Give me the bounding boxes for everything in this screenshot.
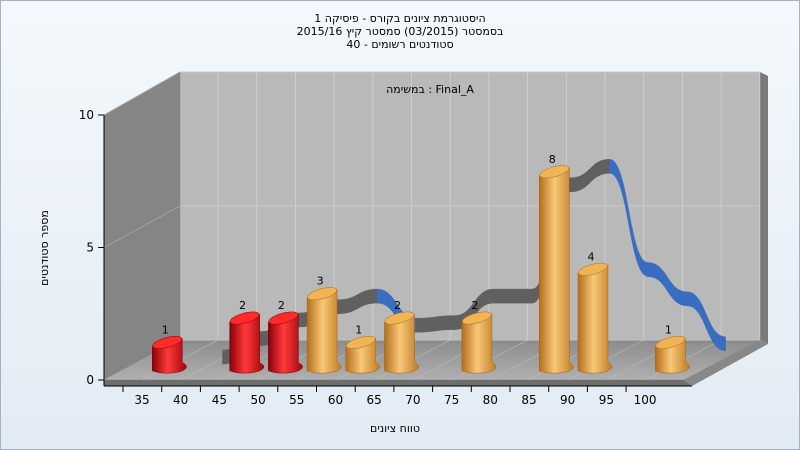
x-tick-label: 35	[134, 393, 149, 407]
data-label-100: 1	[665, 323, 672, 336]
data-label-45: 2	[239, 299, 246, 312]
chart-title-line-3: סטודנטים רשומים - 40	[346, 38, 453, 51]
y-tick-label: 0	[86, 373, 94, 387]
x-tick-label: 70	[405, 393, 420, 407]
x-tick-label: 95	[599, 393, 614, 407]
x-tick-label: 100	[634, 393, 657, 407]
x-tick-label: 45	[212, 393, 227, 407]
axes: 0 5 10 35 40 45 50 55 60 65 70 75 80 85 90 95 100	[79, 108, 692, 407]
y-axis-label: מספר סטודנטים	[38, 210, 51, 286]
data-label-35: 1	[162, 323, 169, 336]
bar-90	[577, 262, 613, 374]
x-axis-label: טווח ציונים	[370, 422, 420, 435]
y-tick-label: 5	[86, 241, 94, 255]
data-label-90: 4	[587, 250, 594, 263]
x-tick-label: 55	[289, 393, 304, 407]
data-labels: 1 2 2 3 1 2 2 8 4 1	[162, 153, 672, 337]
x-tick-label: 75	[444, 393, 459, 407]
bar-60	[345, 335, 381, 374]
data-label-60: 1	[355, 323, 362, 336]
x-tick-label: 40	[173, 393, 188, 407]
task-annotation: במשימה : Final_A	[386, 83, 474, 96]
bar-55	[306, 287, 342, 374]
x-tick-label: 65	[367, 393, 382, 407]
y-tick-label: 10	[79, 108, 94, 122]
bar-50	[268, 311, 303, 374]
data-label-85: 8	[549, 153, 556, 166]
x-tick-label: 50	[250, 393, 265, 407]
data-label-50: 2	[278, 299, 285, 312]
curve-segment	[415, 315, 455, 333]
x-tick-label: 80	[483, 393, 498, 407]
data-label-55: 3	[317, 275, 324, 288]
bar-35	[152, 335, 187, 374]
chart-title-line-1: היסטוגרמת ציונים בקורס - פיסיקה 1	[314, 12, 485, 25]
x-tick-label: 60	[328, 393, 343, 407]
bar-100	[655, 335, 690, 374]
right-edge	[760, 72, 768, 344]
x-tick-label: 85	[521, 393, 536, 407]
x-tick-label: 90	[560, 393, 575, 407]
bar-85	[539, 165, 574, 374]
floor-right-edge	[684, 340, 768, 386]
bar-45	[229, 311, 265, 374]
data-label-75: 2	[471, 299, 478, 312]
floor-front-edge	[104, 380, 692, 386]
curve-segment	[493, 288, 533, 304]
grid-line-side	[103, 205, 181, 248]
curve-segment	[686, 291, 726, 352]
grid-line-side	[103, 71, 181, 116]
chart-title-line-2: בסמסטר (03/2015) סמסטר קיץ 2015/16	[297, 25, 504, 38]
bar-65	[384, 311, 419, 374]
data-label-65: 2	[394, 299, 401, 312]
bars	[152, 165, 690, 374]
bar-75	[461, 311, 497, 374]
